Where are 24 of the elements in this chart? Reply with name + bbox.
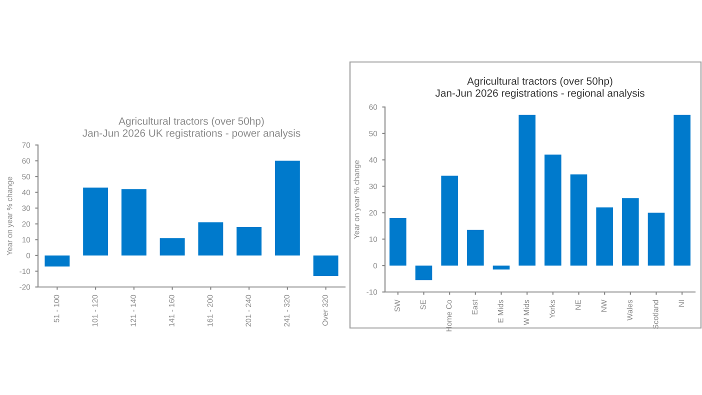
bar bbox=[236, 227, 262, 256]
chart-subtitle: Jan-Jun 2026 registrations - regional analysis bbox=[435, 89, 644, 99]
bar bbox=[492, 266, 510, 270]
bar bbox=[274, 160, 300, 256]
bar bbox=[198, 222, 224, 256]
bar bbox=[674, 114, 690, 266]
bar bbox=[390, 218, 406, 266]
chart-title: Agricultural tractors (over 50hp) bbox=[467, 77, 612, 87]
bar bbox=[160, 238, 185, 256]
bar bbox=[44, 255, 70, 266]
bar bbox=[518, 114, 536, 266]
bar bbox=[121, 189, 146, 256]
chart-subtitle: Jan-Jun 2026 UK registrations - power analysis bbox=[82, 129, 300, 139]
bar bbox=[467, 230, 484, 266]
bar bbox=[622, 198, 639, 266]
bar bbox=[313, 255, 338, 276]
bar bbox=[441, 176, 458, 266]
bar bbox=[570, 174, 588, 266]
bar bbox=[415, 266, 432, 280]
chart-title: Agricultural tractors (over 50hp) bbox=[118, 117, 264, 127]
bar bbox=[83, 188, 108, 256]
bar bbox=[648, 212, 665, 266]
bar bbox=[596, 207, 613, 266]
bar bbox=[544, 154, 562, 266]
